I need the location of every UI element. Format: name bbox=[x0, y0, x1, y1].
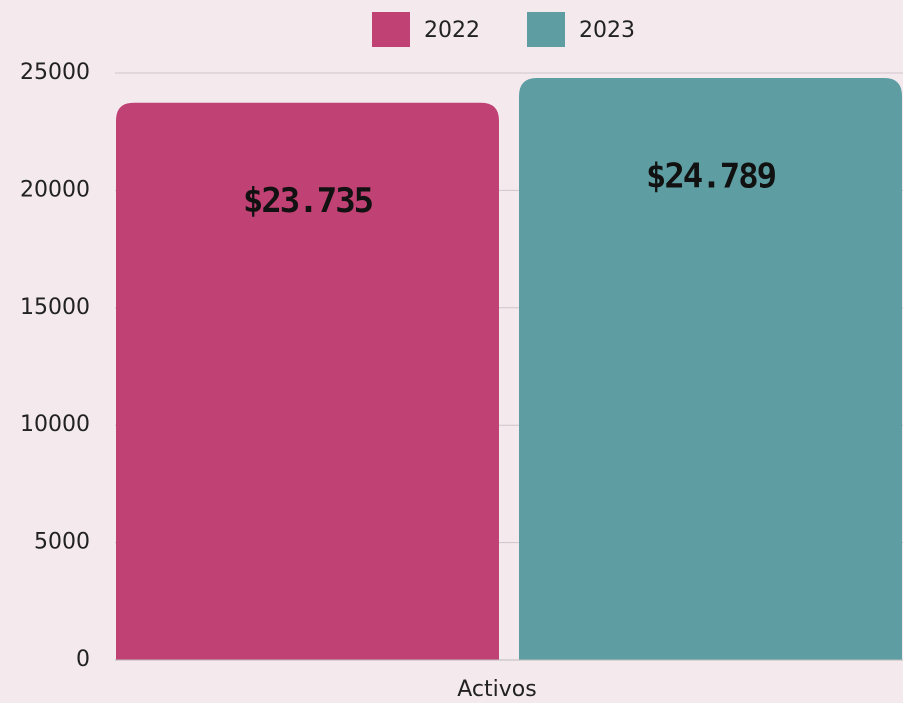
y-tick-label: 0 bbox=[76, 647, 90, 672]
y-tick-label: 5000 bbox=[34, 530, 90, 555]
value-label: $24.789 bbox=[646, 156, 776, 196]
y-tick-label: 10000 bbox=[20, 412, 90, 437]
legend-swatch bbox=[527, 12, 565, 47]
y-tick-label: 25000 bbox=[20, 60, 90, 85]
value-label: $23.735 bbox=[243, 181, 373, 221]
y-tick-label: 15000 bbox=[20, 295, 90, 320]
bar bbox=[116, 102, 499, 660]
y-tick-label: 20000 bbox=[20, 177, 90, 202]
legend-label: 2022 bbox=[424, 18, 480, 43]
bar bbox=[519, 77, 902, 660]
legend-label: 2023 bbox=[579, 18, 635, 43]
x-tick-label: Activos bbox=[457, 677, 536, 702]
legend-swatch bbox=[372, 12, 410, 47]
